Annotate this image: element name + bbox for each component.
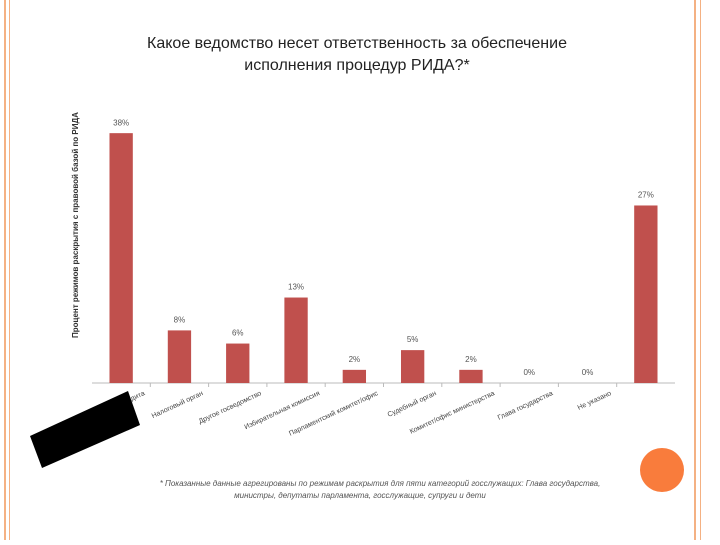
data-label: 27% <box>638 191 654 200</box>
data-label: 5% <box>407 335 419 344</box>
decor-circle <box>640 448 684 492</box>
footnote-line: * Показанные данные агрегированы по режи… <box>160 479 601 488</box>
footnote: * Показанные данные агрегированы по режи… <box>160 479 601 500</box>
border-left-thin <box>9 0 10 540</box>
data-label: 0% <box>582 368 594 377</box>
x-tick-label: Глава государства <box>497 390 554 422</box>
chart-title: Какое ведомство несет ответственность за… <box>147 35 567 52</box>
x-tick-label: Парламентский комитет/офис <box>288 389 380 438</box>
bar <box>400 350 425 383</box>
data-label: 6% <box>232 329 244 338</box>
bar <box>342 369 367 383</box>
data-label: 2% <box>465 355 477 364</box>
data-label: 2% <box>349 355 361 364</box>
bar <box>226 343 250 383</box>
x-tick-label: Налоговый орган <box>150 389 204 420</box>
data-label: 13% <box>288 283 304 292</box>
x-tick-label: Судебный орган <box>386 389 437 419</box>
data-label: 0% <box>523 368 535 377</box>
redaction-box <box>30 391 140 468</box>
x-tick-label: Не указано <box>577 390 613 412</box>
bar <box>167 330 192 383</box>
footnote-line: министры, депутаты парламента, госслужащ… <box>234 491 486 500</box>
chart-title: исполнения процедур РИДА?* <box>244 57 469 74</box>
data-label: 38% <box>113 118 129 127</box>
data-label: 8% <box>174 316 186 325</box>
bar <box>459 369 483 383</box>
bar <box>284 297 308 383</box>
y-axis-label: Процент режимов раскрытия с правовой баз… <box>71 112 80 338</box>
border-right-thin <box>700 0 701 540</box>
bar <box>109 133 133 383</box>
border-left <box>4 0 6 540</box>
border-right <box>694 0 696 540</box>
bar <box>634 205 658 383</box>
